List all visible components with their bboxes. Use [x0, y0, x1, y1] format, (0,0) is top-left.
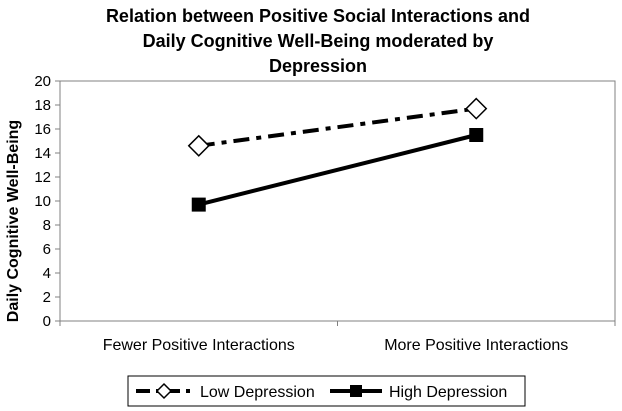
legend-marker-low-depression	[155, 382, 173, 400]
data-point-high-depression-1	[191, 197, 206, 212]
series-layer	[187, 97, 488, 212]
y-tick-label-2: 2	[43, 289, 51, 306]
plot-area-frame	[59, 80, 616, 322]
legend-marker-high-depression	[350, 385, 362, 397]
chart-title-line-1: Relation between Positive Social Interac…	[106, 6, 530, 26]
series-line-low-depression	[198, 106, 477, 148]
legend-label-high-depression: High Depression	[389, 384, 507, 401]
chart-title: Relation between Positive Social Interac…	[106, 6, 530, 76]
y-tick-label-8: 8	[43, 217, 51, 234]
data-point-low-depression-2	[465, 97, 488, 120]
plot-area	[59, 80, 616, 322]
y-tick-label-20: 20	[34, 73, 51, 90]
y-tick-label-16: 16	[34, 121, 51, 138]
x-axis-ticks: Fewer Positive Interactions More Positive…	[59, 321, 616, 354]
chart-title-line-3: Depression	[269, 56, 367, 76]
y-tick-label-10: 10	[34, 193, 51, 210]
y-tick-label-14: 14	[34, 145, 51, 162]
legend: Low Depression High Depression	[127, 375, 526, 407]
legend-frame	[127, 375, 526, 407]
x-category-label-1: Fewer Positive Interactions	[103, 337, 295, 354]
x-category-label-2: More Positive Interactions	[384, 337, 568, 354]
y-tick-label-6: 6	[43, 241, 51, 258]
data-point-high-depression-2	[469, 128, 484, 142]
y-axis-ticks: 0 2 4 6 8 10 12 14 16 18 20	[34, 73, 60, 330]
y-tick-label-4: 4	[43, 265, 51, 282]
y-tick-label-0: 0	[43, 313, 51, 330]
legend-label-low-depression: Low Depression	[200, 384, 315, 401]
data-point-low-depression-1	[187, 134, 210, 157]
series-line-high-depression	[198, 133, 477, 207]
y-tick-label-12: 12	[34, 169, 51, 186]
y-tick-label-18: 18	[34, 97, 51, 114]
y-axis-label: Daily Cognitive Well-Being	[5, 120, 22, 322]
chart-title-line-2: Daily Cognitive Well-Being moderated by	[143, 31, 494, 51]
